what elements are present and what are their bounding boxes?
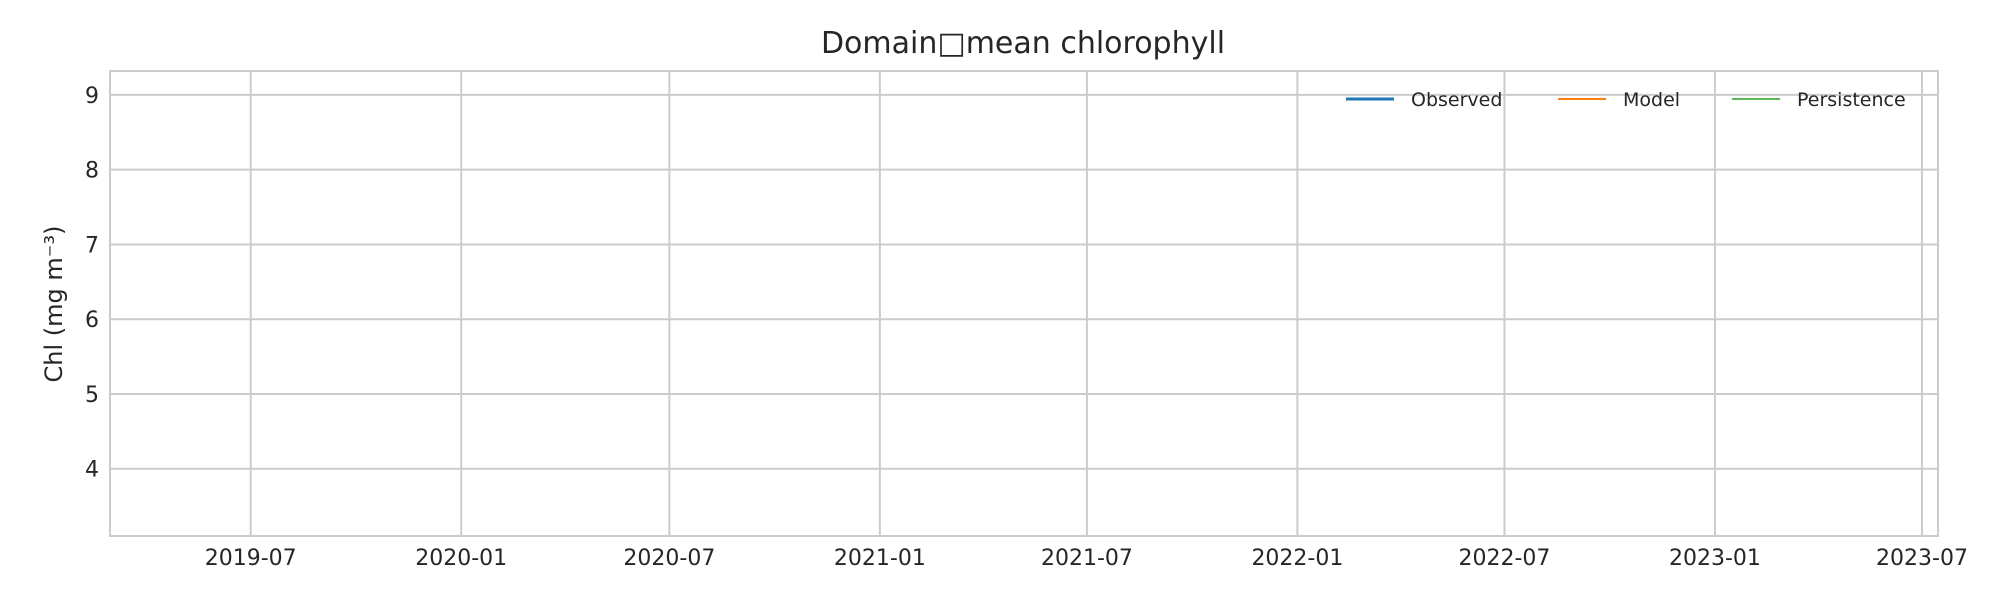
y-tick-label: 7 xyxy=(85,233,99,258)
x-axis-ticks: 2019-07 2020-01 2020-07 2021-01 2021-07 2022-… xyxy=(205,546,1968,571)
legend-label-persistence: Persistence xyxy=(1797,89,1906,111)
x-tick-label: 2022-07 xyxy=(1458,546,1550,571)
x-tick-label: 2021-07 xyxy=(1041,546,1133,571)
x-tick-label: 2019-07 xyxy=(205,546,297,571)
legend-label-observed: Observed xyxy=(1411,89,1502,111)
y-tick-label: 8 xyxy=(85,159,99,184)
x-tick-label: 2023-07 xyxy=(1876,546,1968,571)
y-axis-ticks: 4 5 6 7 8 9 xyxy=(85,84,99,483)
plot-frame xyxy=(109,70,1939,537)
x-tick-label: 2021-01 xyxy=(834,546,926,571)
x-tick-label: 2020-01 xyxy=(415,546,507,571)
y-axis-label: Chl (mg m⁻³) xyxy=(40,226,68,383)
chart-title: Domain□mean chlorophyll xyxy=(821,26,1225,61)
y-tick-label: 4 xyxy=(85,458,99,483)
y-tick-label: 5 xyxy=(85,383,99,408)
grid xyxy=(110,71,1938,536)
y-tick-label: 9 xyxy=(85,84,99,109)
x-tick-label: 2023-01 xyxy=(1669,546,1761,571)
x-tick-label: 2022-01 xyxy=(1251,546,1343,571)
legend: Observed Model Persistence xyxy=(1346,89,1906,111)
y-tick-label: 6 xyxy=(85,308,99,333)
x-tick-label: 2020-07 xyxy=(623,546,715,571)
legend-label-model: Model xyxy=(1623,89,1680,111)
